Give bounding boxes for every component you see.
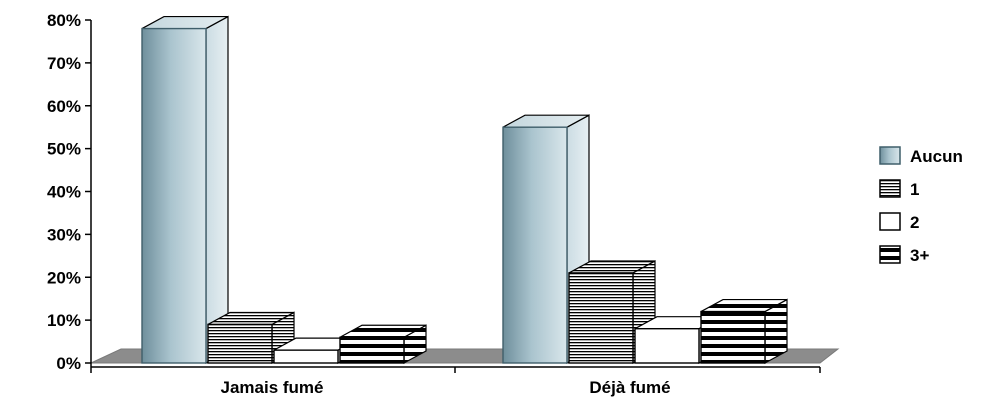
y-tick-label: 10% — [47, 311, 81, 330]
bar-front — [340, 337, 404, 363]
chart-legend: Aucun 1 2 3+ — [880, 147, 963, 265]
legend-label: 3+ — [910, 246, 929, 265]
y-tick-label: 0% — [56, 354, 81, 373]
bar — [142, 17, 228, 363]
bar — [340, 325, 426, 363]
bar-front — [569, 273, 633, 363]
bar-front — [503, 127, 567, 363]
bar-front — [142, 29, 206, 363]
y-tick-label: 50% — [47, 140, 81, 159]
bar-side — [206, 17, 228, 363]
legend-swatch — [880, 147, 900, 164]
bar-front — [274, 350, 338, 363]
bar-front — [701, 312, 765, 363]
bar-front — [635, 329, 699, 363]
x-category-label: Jamais fumé — [221, 378, 324, 397]
legend-label: 2 — [910, 213, 919, 232]
legend-swatch — [880, 180, 900, 197]
bar-front — [208, 324, 272, 363]
y-tick-label: 70% — [47, 54, 81, 73]
legend-swatch — [880, 213, 900, 230]
y-tick-label: 30% — [47, 225, 81, 244]
legend-swatch — [880, 246, 900, 263]
bar — [701, 300, 787, 363]
y-tick-label: 80% — [47, 11, 81, 30]
chart-bars — [142, 17, 787, 363]
legend-label: Aucun — [910, 147, 963, 166]
y-tick-label: 60% — [47, 97, 81, 116]
y-tick-label: 40% — [47, 183, 81, 202]
legend-label: 1 — [910, 180, 919, 199]
y-tick-label: 20% — [47, 268, 81, 287]
x-category-label: Déjà fumé — [589, 378, 670, 397]
